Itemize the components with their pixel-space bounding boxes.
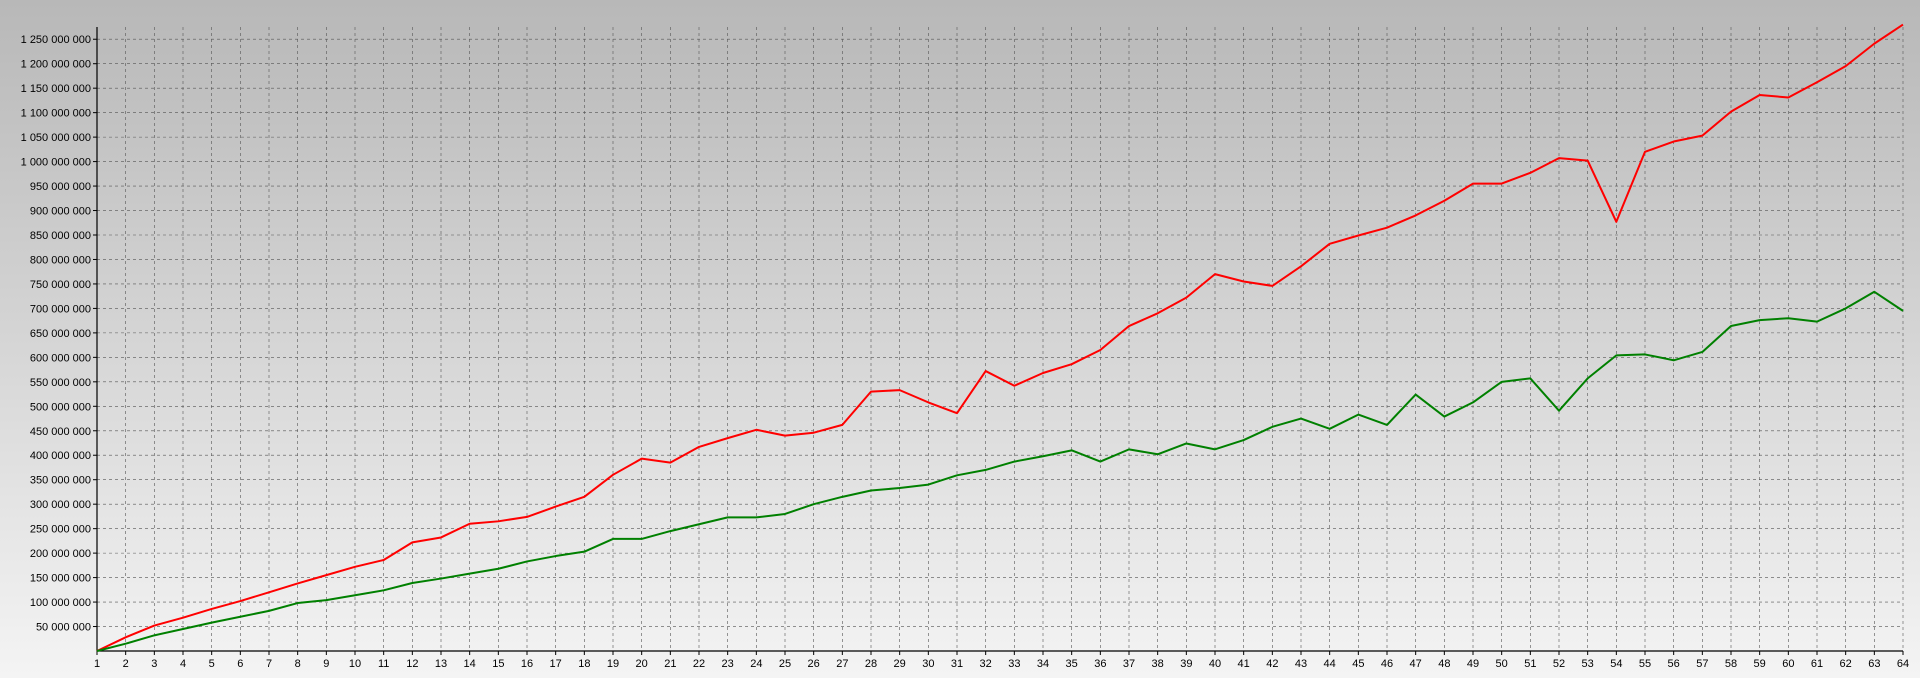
y-tick-label: 850 000 000: [30, 230, 91, 242]
y-tick-label: 150 000 000: [30, 573, 91, 585]
y-tick-label: 800 000 000: [30, 254, 91, 266]
x-tick-label: 32: [980, 658, 992, 670]
y-tick-label: 350 000 000: [30, 475, 91, 487]
x-tick-label: 1: [94, 658, 100, 670]
x-tick-label: 64: [1897, 658, 1909, 670]
x-tick-label: 21: [664, 658, 676, 670]
x-tick-label: 12: [406, 658, 418, 670]
y-tick-label: 200 000 000: [30, 548, 91, 560]
y-tick-label: 750 000 000: [30, 279, 91, 291]
series-line-1: [96, 23, 1904, 652]
x-tick-label: 38: [1152, 658, 1164, 670]
x-tick-label: 35: [1066, 658, 1078, 670]
x-tick-label: 63: [1868, 658, 1880, 670]
x-tick-label: 45: [1352, 658, 1364, 670]
x-tick-label: 17: [550, 658, 562, 670]
x-tick-label: 2: [123, 658, 129, 670]
x-tick-label: 46: [1381, 658, 1393, 670]
x-tick-label: 53: [1582, 658, 1594, 670]
x-tick-label: 33: [1008, 658, 1020, 670]
x-tick-label: 39: [1180, 658, 1192, 670]
x-tick-label: 42: [1266, 658, 1278, 670]
y-tick-label: 100 000 000: [30, 597, 91, 609]
y-tick-label: 1 200 000 000: [21, 59, 91, 71]
x-axis-tick-labels: 1 2 3 4 5 6 7 8 9 10 11 12 13 14 15 16 17 18 19 20 21 22 23 24 2…: [94, 658, 1909, 670]
x-tick-label: 4: [180, 658, 186, 670]
x-tick-label: 62: [1840, 658, 1852, 670]
x-tick-label: 41: [1238, 658, 1250, 670]
y-tick-label: 950 000 000: [30, 181, 91, 193]
x-tick-label: 44: [1324, 658, 1336, 670]
y-tick-label: 600 000 000: [30, 352, 91, 364]
x-tick-label: 18: [578, 658, 590, 670]
y-tick-label: 650 000 000: [30, 328, 91, 340]
x-tick-label: 22: [693, 658, 705, 670]
x-tick-label: 52: [1553, 658, 1565, 670]
y-tick-label: 550 000 000: [30, 377, 91, 389]
series-lines: [96, 23, 1904, 652]
y-tick-label: 450 000 000: [30, 426, 91, 438]
y-tick-label: 1 000 000 000: [21, 157, 91, 169]
x-tick-label: 61: [1811, 658, 1823, 670]
y-tick-label: 1 050 000 000: [21, 132, 91, 144]
y-tick-label: 1 100 000 000: [21, 108, 91, 120]
y-tick-label: 250 000 000: [30, 524, 91, 536]
x-tick-label: 28: [865, 658, 877, 670]
x-tick-label: 15: [492, 658, 504, 670]
x-tick-label: 37: [1123, 658, 1135, 670]
x-tick-label: 58: [1725, 658, 1737, 670]
x-tick-label: 29: [894, 658, 906, 670]
x-tick-label: 54: [1610, 658, 1622, 670]
x-tick-label: 40: [1209, 658, 1221, 670]
axes: [93, 27, 1904, 655]
y-tick-label: 500 000 000: [30, 401, 91, 413]
x-tick-label: 7: [266, 658, 272, 670]
grid: [96, 27, 1904, 651]
x-tick-label: 19: [607, 658, 619, 670]
x-tick-label: 43: [1295, 658, 1307, 670]
x-tick-label: 56: [1668, 658, 1680, 670]
y-tick-label: 900 000 000: [30, 206, 91, 218]
y-tick-label: 1 250 000 000: [21, 34, 91, 46]
x-tick-label: 20: [636, 658, 648, 670]
x-tick-label: 49: [1467, 658, 1479, 670]
x-tick-label: 6: [237, 658, 243, 670]
x-tick-label: 23: [722, 658, 734, 670]
x-tick-label: 55: [1639, 658, 1651, 670]
x-tick-label: 60: [1782, 658, 1794, 670]
x-tick-label: 50: [1496, 658, 1508, 670]
x-tick-label: 11: [378, 658, 389, 670]
x-tick-label: 34: [1037, 658, 1049, 670]
x-tick-label: 5: [209, 658, 215, 670]
x-tick-label: 25: [779, 658, 791, 670]
y-tick-label: 700 000 000: [30, 303, 91, 315]
x-tick-label: 14: [464, 658, 476, 670]
x-tick-label: 57: [1696, 658, 1708, 670]
y-tick-label: 400 000 000: [30, 450, 91, 462]
y-tick-label: 50 000 000: [36, 622, 91, 634]
x-tick-label: 48: [1438, 658, 1450, 670]
y-axis-tick-labels: 50 000 000 100 000 000 150 000 000 200 000 …: [21, 34, 91, 633]
x-tick-label: 51: [1524, 658, 1536, 670]
series-line-2: [96, 290, 1904, 652]
y-tick-label: 1 150 000 000: [21, 83, 91, 95]
x-tick-label: 59: [1754, 658, 1766, 670]
y-tick-label: 300 000 000: [30, 499, 91, 511]
x-tick-label: 3: [151, 658, 157, 670]
x-tick-label: 9: [323, 658, 329, 670]
x-tick-label: 24: [750, 658, 762, 670]
x-tick-label: 8: [295, 658, 301, 670]
x-tick-label: 10: [349, 658, 361, 670]
x-tick-label: 13: [435, 658, 447, 670]
x-tick-label: 30: [922, 658, 934, 670]
x-tick-label: 47: [1410, 658, 1422, 670]
x-tick-label: 31: [951, 658, 963, 670]
x-tick-label: 16: [521, 658, 533, 670]
x-tick-label: 27: [836, 658, 848, 670]
x-tick-label: 36: [1094, 658, 1106, 670]
x-tick-label: 26: [808, 658, 820, 670]
